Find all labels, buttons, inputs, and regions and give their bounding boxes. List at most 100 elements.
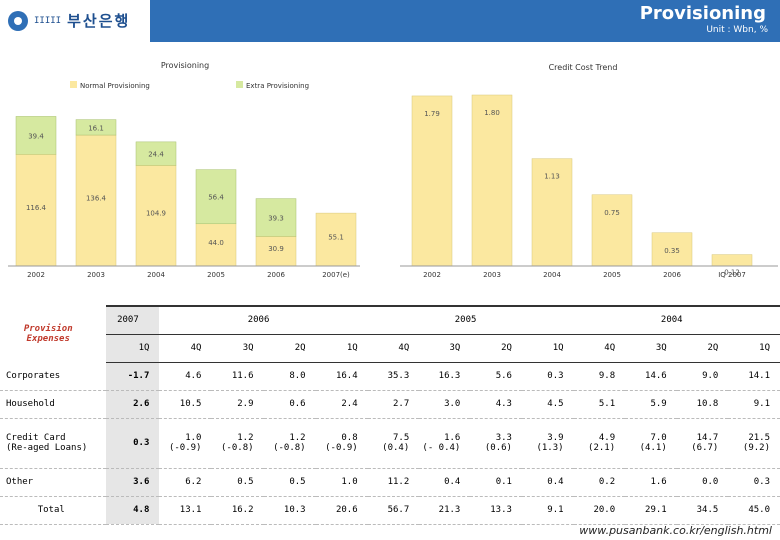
quarter-6: 3Q (419, 334, 471, 363)
bar-normal-2002 (15, 154, 57, 267)
cell-3-9: 0.2 (573, 468, 626, 497)
charts-area: Provisioning Normal Provisioning Extra P… (8, 61, 778, 279)
cell-0-1: 4.6 (159, 362, 212, 391)
row-label-3: Other (0, 468, 107, 497)
cell-0-9: 9.8 (573, 362, 626, 391)
quarter-8: 1Q (521, 334, 574, 363)
cell-3-8: 0.4 (521, 468, 574, 497)
label-extra-2002: 39.4 (28, 132, 44, 140)
quarter-2: 3Q (211, 334, 264, 363)
xtick-2004: 2004 (147, 271, 165, 279)
cell-3-10: 1.6 (625, 468, 677, 497)
footer-url[interactable]: www.pusanbank.co.kr/english.html (579, 524, 772, 537)
cell-2-2: 1.2 (-0.8) (211, 418, 264, 469)
bank-logo: IIIII 부산은행 (8, 10, 130, 31)
cell-4-9: 20.0 (573, 496, 626, 525)
legend-extra-swatch-icon (236, 81, 243, 88)
legend-normal-label: Normal Provisioning (80, 82, 150, 90)
year-2006: 2006 (159, 305, 368, 335)
quarter-9: 4Q (573, 334, 626, 363)
quarter-1: 4Q (159, 334, 212, 363)
quarter-12: 1Q (728, 334, 780, 363)
logo-text: 부산은행 (67, 12, 131, 30)
cell-3-0: 3.6 (106, 468, 160, 497)
cell-3-4: 1.0 (315, 468, 368, 497)
xtick-2007(e): 2007(e) (322, 271, 350, 279)
cell-3-1: 6.2 (159, 468, 212, 497)
cell-1-12: 9.1 (728, 390, 780, 419)
xtick-credit-2005: 2005 (603, 271, 621, 279)
chart1-title: Provisioning (161, 61, 209, 70)
cell-0-7: 5.6 (470, 362, 522, 391)
cell-2-10: 7.0 (4.1) (625, 418, 677, 469)
quarter-10: 3Q (625, 334, 677, 363)
cell-2-4: 0.8 (-0.9) (315, 418, 368, 469)
cell-0-11: 9.0 (676, 362, 729, 391)
xtick-credit-2006: 2006 (663, 271, 681, 279)
cell-4-5: 56.7 (367, 496, 420, 525)
cell-1-11: 10.8 (676, 390, 729, 419)
cell-1-3: 0.6 (263, 390, 316, 419)
bar-credit-2003 (471, 94, 513, 267)
year-2007: 2007 (106, 305, 160, 335)
cell-0-12: 14.1 (728, 362, 780, 391)
cell-0-8: 0.3 (521, 362, 574, 391)
cell-0-10: 14.6 (625, 362, 677, 391)
bar-credit-2002 (411, 95, 453, 267)
xtick-2006: 2006 (267, 271, 285, 279)
header-bar: IIIII 부산은행 Provisioning Unit : Wbn, % (0, 0, 780, 42)
xtick-2005: 2005 (207, 271, 225, 279)
quarter-0: 1Q (106, 334, 160, 363)
cell-4-0: 4.8 (106, 496, 160, 525)
bar-extra-2004 (135, 141, 177, 166)
cell-2-1: 1.0 (-0.9) (159, 418, 212, 469)
cell-4-11: 34.5 (676, 496, 729, 525)
quarter-header-row: 1Q 4Q 3Q 2Q 1Q 4Q 3Q 2Q 1Q 4Q 3Q 2Q 1Q (0, 334, 780, 363)
bar-credit-2004 (531, 158, 573, 267)
cell-3-3: 0.5 (263, 468, 316, 497)
xtick-2003: 2003 (87, 271, 105, 279)
cell-1-9: 5.1 (573, 390, 626, 419)
table-row: Credit Card (Re-aged Loans) 0.3 1.0 (-0.9)… (0, 418, 780, 469)
cell-0-2: 11.6 (211, 362, 264, 391)
cell-2-12: 21.5 (9.2) (728, 418, 780, 469)
bar-normal-2007(e) (315, 212, 357, 267)
cell-1-6: 3.0 (419, 390, 471, 419)
cell-0-3: 8.0 (263, 362, 316, 391)
label-normal-2003: 136.4 (86, 195, 107, 203)
cell-3-11: 0.0 (676, 468, 729, 497)
label-normal-2004: 104.9 (146, 210, 166, 218)
cell-4-3: 10.3 (263, 496, 316, 525)
label-normal-2002: 116.4 (26, 204, 47, 212)
bar-extra-2003 (75, 119, 117, 136)
cell-0-5: 35.3 (367, 362, 420, 391)
table-row: Total 4.8 13.1 16.2 10.3 20.6 56.7 21.3 13.3 9.1 2… (0, 496, 780, 525)
cell-2-7: 3.3 (0.6) (470, 418, 522, 469)
xtick-2002: 2002 (27, 271, 45, 279)
cell-2-9: 4.9 (2.1) (573, 418, 626, 469)
table-row: Household 2.6 10.5 2.9 0.6 2.4 2.7 3.0 4.3 4.5 5.1… (0, 390, 780, 419)
cell-2-8: 3.9 (1.3) (521, 418, 574, 469)
bar-extra-2005 (195, 169, 237, 225)
label-credit-2004: 1.13 (544, 173, 560, 181)
bar-credit-2005 (591, 194, 633, 267)
quarter-11: 2Q (676, 334, 729, 363)
label-normal-2007(e): 55.1 (328, 234, 344, 242)
logo-dots: IIIII (34, 15, 62, 26)
bar-credit-IQ 2007 (711, 254, 753, 267)
xtick-credit-IQ 2007: IQ 2007 (718, 271, 746, 279)
cell-0-0: -1.7 (106, 362, 160, 391)
cell-1-10: 5.9 (625, 390, 677, 419)
cell-3-5: 11.2 (367, 468, 420, 497)
bar-extra-2002 (15, 116, 57, 155)
cell-1-0: 2.6 (106, 390, 160, 419)
cell-1-7: 4.3 (470, 390, 522, 419)
cell-2-6: 1.6 (- 0.4) (419, 418, 471, 469)
logo-circle-icon (8, 10, 28, 31)
cell-1-8: 4.5 (521, 390, 574, 419)
cell-4-10: 29.1 (625, 496, 677, 525)
label-credit-2005: 0.75 (604, 209, 620, 217)
legend-normal-swatch-icon (70, 81, 77, 88)
cell-4-6: 21.3 (419, 496, 471, 525)
xtick-credit-2003: 2003 (483, 271, 501, 279)
